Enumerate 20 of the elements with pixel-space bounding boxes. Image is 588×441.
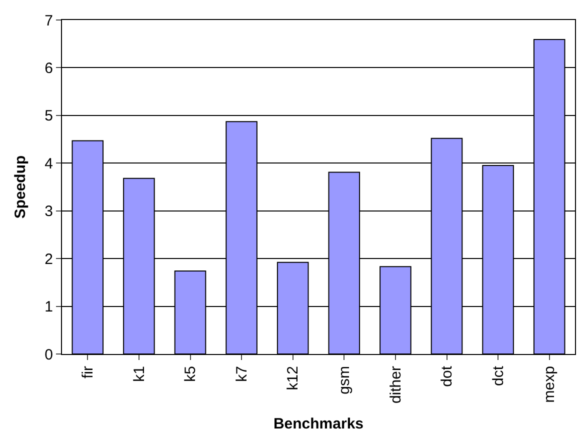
y-tick-label: 5 xyxy=(44,108,53,125)
y-tick-label: 3 xyxy=(44,203,53,220)
y-tick-label: 6 xyxy=(44,60,53,77)
y-tick-label: 2 xyxy=(44,250,53,268)
x-tick-label: k7 xyxy=(233,366,250,382)
x-tick-label: k1 xyxy=(130,366,148,382)
y-tick-label: 7 xyxy=(44,12,53,30)
x-tick-label: mexp xyxy=(541,366,558,403)
x-tick-label: gsm xyxy=(336,366,354,394)
x-tick-label: fir xyxy=(80,366,97,378)
x-tick-label: k12 xyxy=(284,366,302,390)
y-axis-title: Speedup xyxy=(12,155,29,219)
x-tick-label: k5 xyxy=(182,366,200,382)
x-tick-label: dot xyxy=(438,365,456,387)
y-tick-label: 1 xyxy=(44,298,53,316)
y-tick-label: 4 xyxy=(44,155,53,172)
x-axis-title: Benchmarks xyxy=(273,416,364,433)
x-tick-label: dither xyxy=(387,366,404,404)
y-tick-label: 0 xyxy=(44,346,53,364)
x-tick-label: dct xyxy=(490,365,507,386)
